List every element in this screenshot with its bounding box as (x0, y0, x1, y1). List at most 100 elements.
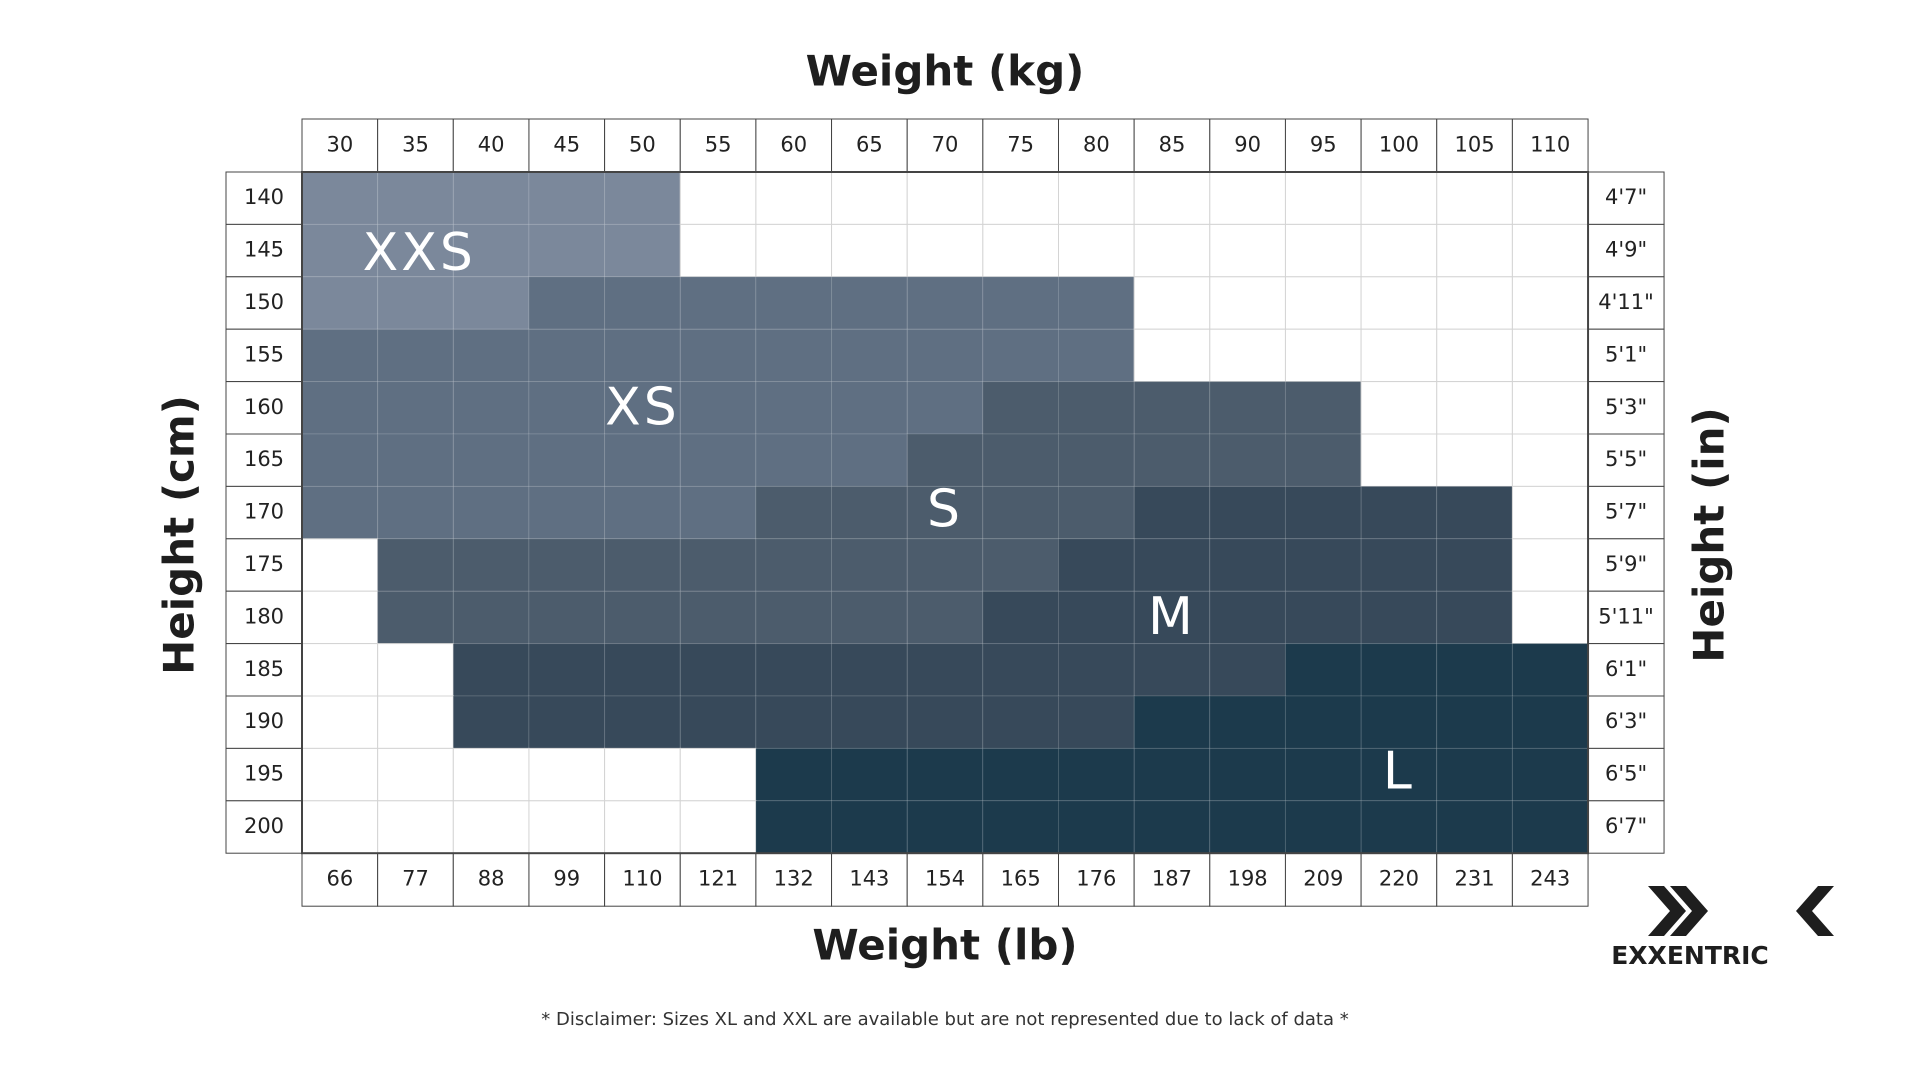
grid-cell (1511, 485, 1589, 540)
grid-cell (377, 538, 454, 592)
grid-cell (1360, 433, 1438, 487)
grid-cell (528, 223, 606, 278)
grid-cell (1360, 538, 1438, 592)
grid-border (301, 171, 1590, 855)
size-label: XXS (363, 223, 476, 283)
header-cell (604, 852, 681, 907)
grid-cell (301, 643, 379, 697)
grid-cell (1511, 590, 1589, 645)
grid-cell (377, 276, 454, 330)
grid-cell (982, 171, 1059, 225)
grid-cell (604, 643, 681, 697)
kg-label: 65 (856, 133, 883, 157)
header-cell (1587, 171, 1665, 225)
in-label: 5'5" (1605, 447, 1647, 471)
grid-cell (831, 223, 908, 278)
grid-cell (906, 538, 984, 592)
grid-cell (1436, 381, 1513, 435)
lb-label: 165 (1001, 867, 1041, 891)
axis-title: Height (in) (1685, 407, 1734, 662)
header-cell (225, 171, 303, 225)
header-cell (1587, 747, 1665, 802)
grid-cell (679, 381, 757, 435)
grid-cell (982, 485, 1059, 540)
grid-cell (1058, 643, 1135, 697)
in-label: 5'7" (1605, 500, 1647, 524)
grid-cell (1511, 800, 1589, 854)
in-label: 4'9" (1605, 238, 1647, 262)
grid-cell (1058, 747, 1135, 802)
grid-cell (1436, 695, 1513, 749)
header-cell (1587, 643, 1665, 697)
header-cell (528, 852, 606, 907)
cm-label: 165 (244, 447, 284, 471)
grid-cell (1511, 538, 1589, 592)
grid-cell (528, 695, 606, 749)
in-label: 4'11" (1598, 290, 1654, 314)
grid-cell (1133, 223, 1211, 278)
in-label: 6'3" (1605, 709, 1647, 733)
grid-cell (1209, 643, 1286, 697)
grid-cell (604, 381, 681, 435)
grid-cell (982, 328, 1059, 383)
grid-cell (377, 223, 454, 278)
grid-cell (755, 276, 833, 330)
grid-cell (452, 747, 530, 802)
lb-label: 110 (622, 867, 662, 891)
in-label: 5'1" (1605, 342, 1647, 366)
kg-label: 95 (1310, 133, 1337, 157)
grid-cell (982, 223, 1059, 278)
grid-cell (1436, 643, 1513, 697)
header-cell (1133, 852, 1211, 907)
kg-label: 90 (1234, 133, 1261, 157)
grid-cell (528, 800, 606, 854)
header-cell (604, 118, 681, 173)
grid-cell (377, 433, 454, 487)
grid-cell (982, 800, 1059, 854)
axis-title: Weight (kg) (806, 47, 1085, 96)
header-cell (225, 485, 303, 540)
disclaimer: * Disclaimer: Sizes XL and XXL are avail… (541, 1009, 1349, 1030)
grid-cell (982, 747, 1059, 802)
grid-cell (452, 171, 530, 225)
kg-label: 45 (553, 133, 580, 157)
grid-cell (1058, 328, 1135, 383)
size-label: XS (605, 377, 680, 437)
header-cell (1209, 852, 1286, 907)
grid-cell (679, 643, 757, 697)
grid-cell (1133, 538, 1211, 592)
grid-cell (679, 433, 757, 487)
grid-cell (831, 590, 908, 645)
grid-cell (1284, 643, 1362, 697)
grid-cell (1436, 328, 1513, 383)
grid-cell (1284, 328, 1362, 383)
grid-cell (831, 328, 908, 383)
grid-cell (1133, 747, 1211, 802)
grid-cell (831, 276, 908, 330)
grid-cell (377, 800, 454, 854)
header-cell (1587, 276, 1665, 330)
grid-cell (679, 223, 757, 278)
lb-label: 231 (1455, 867, 1495, 891)
grid-cell (1058, 485, 1135, 540)
header-cell (831, 852, 908, 907)
header-cell (755, 852, 833, 907)
lb-label: 209 (1303, 867, 1343, 891)
size-label: L (1383, 742, 1415, 802)
grid-cell (1360, 747, 1438, 802)
grid-cell (831, 538, 908, 592)
grid-cell (604, 328, 681, 383)
cm-label: 200 (244, 814, 284, 838)
grid-cell (1360, 276, 1438, 330)
grid-cell (452, 276, 530, 330)
grid-cell (831, 485, 908, 540)
grid-cell (528, 538, 606, 592)
grid-cell (1360, 328, 1438, 383)
grid-cell (377, 747, 454, 802)
grid-cell (301, 485, 379, 540)
grid-cell (1511, 328, 1589, 383)
lb-label: 77 (402, 867, 429, 891)
grid-cell (604, 223, 681, 278)
cm-label: 180 (244, 604, 284, 628)
